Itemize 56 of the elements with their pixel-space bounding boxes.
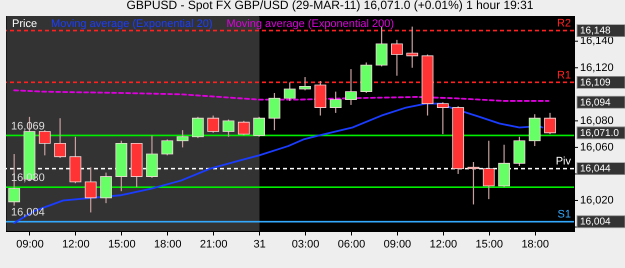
candlestick: [391, 39, 403, 76]
candlestick: [498, 144, 510, 188]
x-tick-label: 18:00: [521, 238, 549, 250]
candlestick: [345, 68, 357, 106]
candlestick: [284, 82, 296, 102]
candlestick: [482, 140, 495, 200]
x-tick-label: 09:00: [384, 238, 412, 250]
candlestick: [207, 114, 220, 134]
x-tick-label: 31: [254, 238, 266, 250]
candlestick: [299, 76, 311, 91]
ref-line-label: R2: [556, 18, 571, 30]
ref-line-label: R1: [556, 69, 571, 82]
candlestick: [84, 166, 97, 214]
candlestick: [161, 138, 174, 156]
y2-tick-label: 16,109: [580, 77, 612, 88]
legend-title: Price: [12, 18, 38, 30]
text: Moving average (Exponential 20): [51, 18, 212, 30]
candlestick: [238, 120, 250, 136]
x-tick-label: 09:00: [16, 238, 44, 250]
x-tick-label: 15:00: [476, 238, 504, 250]
y-tick-label: 16,080: [580, 114, 614, 127]
candlestick: [468, 161, 480, 206]
y2-tick-label: 16,094: [580, 97, 612, 108]
candlestick: [222, 118, 234, 138]
ref-line-label: S1: [558, 208, 571, 221]
candlestick: [253, 116, 266, 138]
y2-tick-label: 16,071.0: [580, 128, 620, 139]
candlestick: [314, 80, 326, 116]
candlestick: [528, 114, 541, 147]
candlestick: [54, 118, 66, 159]
y-tick-label: 16,120: [580, 62, 614, 74]
candlestick: [176, 130, 188, 148]
y2-tick-label: 16,148: [580, 26, 612, 37]
chart-title: GBPUSD - Spot FX GBP/USD (29-MAR-11) 16,071.0 (+0.01%) 1 hour 19:31: [126, 0, 534, 12]
y-tick-label: 16,020: [580, 194, 614, 206]
ref-line-label: Piv: [556, 156, 572, 168]
candlestick: [513, 136, 526, 167]
x-tick-label: 12:00: [62, 238, 90, 250]
candlestick: [146, 134, 158, 179]
candlestick: [38, 130, 51, 156]
x-tick-label: 18:00: [154, 238, 182, 250]
candlestick: [544, 112, 556, 135]
candlestick: [192, 116, 204, 139]
candlestick: [268, 92, 280, 131]
candlestick: [436, 102, 449, 135]
x-tick-label: 21:00: [200, 238, 228, 250]
x-tick-label: 03:00: [292, 238, 320, 250]
candlestick: [100, 172, 112, 204]
y2-tick-label: 16,044: [580, 164, 612, 175]
candlestick: [330, 91, 342, 114]
x-tick-label: 12:00: [430, 238, 458, 250]
y2-tick-label: 16,004: [580, 216, 612, 228]
x-tick-label: 06:00: [338, 238, 366, 250]
x-tick-label: 15:00: [108, 238, 136, 250]
text: Moving average (Exponential 200): [226, 18, 394, 30]
y-tick-label: 16,060: [580, 141, 614, 154]
